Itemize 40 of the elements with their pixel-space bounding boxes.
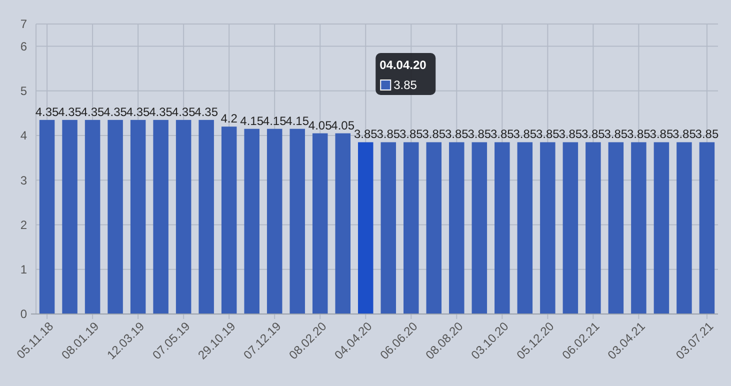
data-label: 3.85: [354, 127, 378, 142]
annotation: 04.04.20: [380, 58, 427, 72]
data-label: 3.85: [444, 127, 469, 142]
data-label: 3.85: [695, 127, 719, 142]
data-label: 3.85: [376, 127, 400, 142]
data-label: 4.15: [240, 114, 264, 128]
data-label: 3.85: [650, 127, 674, 142]
data-label: 4.35: [58, 104, 82, 119]
data-label: 4.35: [149, 104, 173, 119]
y-tick-label: 0: [20, 307, 28, 322]
y-tick-label: 1: [20, 262, 28, 277]
data-label: 3.85: [604, 127, 628, 142]
data-label: 3.85: [468, 127, 492, 142]
y-tick-label: 3: [20, 173, 28, 188]
data-label: 3.85: [399, 127, 424, 142]
data-label: 4.35: [80, 104, 105, 119]
data-label: 4.05: [308, 118, 332, 132]
data-label: 4.2: [220, 112, 238, 126]
data-label: 3.85: [422, 127, 446, 142]
data-label: 4.15: [262, 114, 287, 128]
data-label: 3.85: [582, 127, 606, 142]
data-label: 4.35: [172, 104, 196, 119]
data-label: 4.35: [104, 104, 128, 119]
data-label: 3.85: [536, 127, 560, 142]
data-label: 4.35: [194, 104, 218, 119]
annotation: 3.85: [394, 78, 418, 92]
data-label: 4.05: [331, 118, 355, 132]
data-label: 3.85: [490, 127, 514, 142]
data-label: 4.35: [126, 104, 150, 119]
data-label: 3.85: [627, 127, 651, 142]
y-tick-label: 7: [20, 17, 28, 32]
y-tick-label: 6: [20, 40, 28, 54]
data-label: 3.85: [513, 127, 537, 142]
data-label: 4.35: [35, 104, 60, 119]
y-tick-label: 4: [20, 128, 28, 143]
data-label: 3.85: [558, 127, 582, 142]
y-tick-label: 2: [20, 218, 28, 232]
y-tick-label: 5: [20, 84, 28, 98]
data-label: 4.15: [286, 114, 310, 128]
data-label: 3.85: [672, 127, 696, 142]
